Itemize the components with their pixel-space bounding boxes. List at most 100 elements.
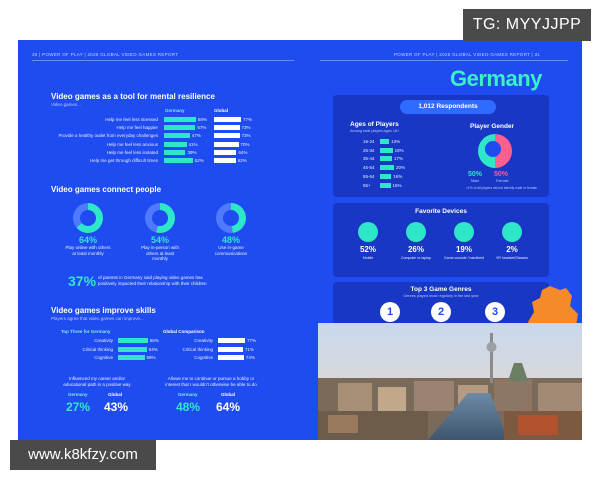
mobile-phone-icon: [358, 222, 378, 242]
global-skill-bar: [218, 355, 244, 360]
age-label: 16-24: [363, 139, 375, 144]
global-column-header: Global: [214, 108, 229, 113]
male-label: Male: [471, 179, 480, 183]
germany-value: 58%: [197, 117, 207, 122]
male-pct: 50%: [468, 171, 483, 178]
connect-pct: 64%: [78, 235, 97, 245]
device-pct: 52%: [359, 245, 376, 254]
hobby-note: Allows me to continue or pursue a hobby …: [165, 376, 257, 387]
global-value: 73%: [241, 133, 251, 139]
skills-title: Video games improve skills: [51, 306, 156, 315]
genre-rank-badge: 1: [380, 302, 400, 322]
germany-bar: [164, 141, 187, 147]
germany-skill-value: 64%: [148, 346, 158, 352]
germany-value: 47%: [191, 133, 201, 139]
age-bar: [380, 139, 390, 144]
global-value: 62%: [237, 158, 247, 163]
global-value: 70%: [240, 141, 250, 147]
hobby-germany-label: Germany: [178, 392, 198, 397]
global-skill-bar: [218, 346, 243, 352]
age-label: 35-44: [363, 156, 375, 162]
left-page-header: 30 | POWER OF PLAY | 2025 GLOBAL VIDEO G…: [32, 52, 179, 57]
skill-label: Cognitive: [194, 355, 213, 360]
skills-subtitle: Players agree that video games can impro…: [51, 316, 144, 321]
germany-value: 41%: [188, 141, 198, 147]
germany-top-three-header: Top Three for Germany: [61, 329, 111, 334]
gender-note: <1% of all players did not identify male…: [466, 186, 538, 190]
germany-bar: [164, 133, 190, 139]
age-value: 20%: [396, 165, 406, 171]
germany-bar: [164, 117, 196, 122]
global-skill-value: 77%: [246, 338, 256, 343]
germany-bar: [164, 158, 193, 163]
age-value: 15%: [392, 182, 402, 188]
resilience-row-label: Help me feel less anxious: [106, 141, 158, 147]
device-label: Game console / handheld: [444, 256, 484, 260]
global-bar: [214, 125, 240, 131]
skill-label: Creativity: [94, 338, 113, 343]
global-comparison-header: Global Comparison: [163, 329, 205, 334]
connect-label: Play online with others at least monthly: [65, 245, 111, 256]
connect-label: Play in-person with others at least monthl…: [140, 245, 180, 261]
country-title: Germany: [450, 66, 542, 91]
website-watermark: www.k8kfzy.com: [10, 440, 156, 470]
resilience-title: Video games as a tool for mental resilie…: [51, 92, 215, 101]
resilience-row-label: Help me feel less isolated: [106, 149, 158, 155]
parents-stat-text: of parents in Germany said playing video…: [98, 275, 203, 280]
age-value: 13%: [391, 139, 401, 144]
right-page-header: POWER OF PLAY | 2025 GLOBAL VIDEO GAMES …: [394, 52, 541, 57]
genres-title: Top 3 Game Genres: [410, 286, 472, 293]
germany-bar: [164, 149, 186, 155]
global-skill-bar: [218, 338, 245, 343]
game-console-icon: [454, 222, 474, 242]
age-value: 17%: [393, 156, 403, 162]
skill-label: Creativity: [194, 338, 213, 343]
berlin-city-photo: [318, 323, 582, 440]
female-pct: 50%: [494, 171, 509, 178]
device-label: Computer or laptop: [401, 256, 431, 260]
connect-donut: [73, 203, 103, 233]
hobby-germany-pct: 48%: [176, 400, 201, 414]
age-value: 16%: [393, 173, 403, 179]
hobby-global-label: Global: [221, 392, 236, 397]
global-bar: [214, 158, 236, 163]
genre-rank-badge: 2: [431, 302, 451, 322]
global-value: 64%: [238, 149, 248, 155]
age-bar: [380, 182, 391, 188]
gender-donut-chart: [478, 134, 512, 168]
connect-label: Use in-game communications: [214, 245, 248, 256]
header-divider: [32, 60, 294, 61]
skill-label: Critical thinking: [182, 346, 213, 352]
parents-stat-text: positively impacted their relationship w…: [98, 281, 207, 286]
devices-title: Favorite Devices: [415, 208, 467, 215]
germany-value: 39%: [187, 149, 197, 155]
device-pct: 19%: [455, 245, 472, 254]
global-value: 77%: [242, 117, 252, 122]
ages-title: Ages of Players: [350, 121, 399, 128]
respondents-pill: 1,012 Respondents: [400, 100, 496, 114]
global-skill-value: 74%: [245, 355, 255, 360]
resilience-row-label: Help me feel less stressed: [105, 117, 158, 122]
device-pct: 2%: [506, 245, 518, 254]
age-label: 25-34: [363, 147, 375, 153]
connect-pct: 54%: [150, 235, 169, 245]
telegram-tag: TG: MYYJJPP: [463, 9, 591, 41]
global-skill-value: 71%: [244, 346, 254, 352]
germany-skill-bar: [118, 355, 145, 360]
connect-donut: [145, 203, 175, 233]
germany-skill-value: 66%: [149, 338, 159, 343]
age-label: 45-54: [363, 165, 375, 171]
age-label: 65+: [363, 182, 371, 188]
header-divider: [320, 60, 568, 61]
report-spread: 30 | POWER OF PLAY | 2025 GLOBAL VIDEO G…: [18, 40, 582, 440]
age-bar: [380, 147, 393, 153]
resilience-row-label: Help me get through difficult times: [90, 158, 158, 163]
age-bar: [380, 165, 394, 171]
resilience-subtitle: Video games...: [51, 102, 81, 107]
global-value: 73%: [241, 125, 251, 131]
career-global-label: Global: [108, 392, 123, 397]
global-bar: [214, 141, 239, 147]
career-global-pct: 43%: [104, 400, 129, 414]
germany-value: 57%: [197, 125, 207, 131]
germany-column-header: Germany: [165, 108, 185, 113]
